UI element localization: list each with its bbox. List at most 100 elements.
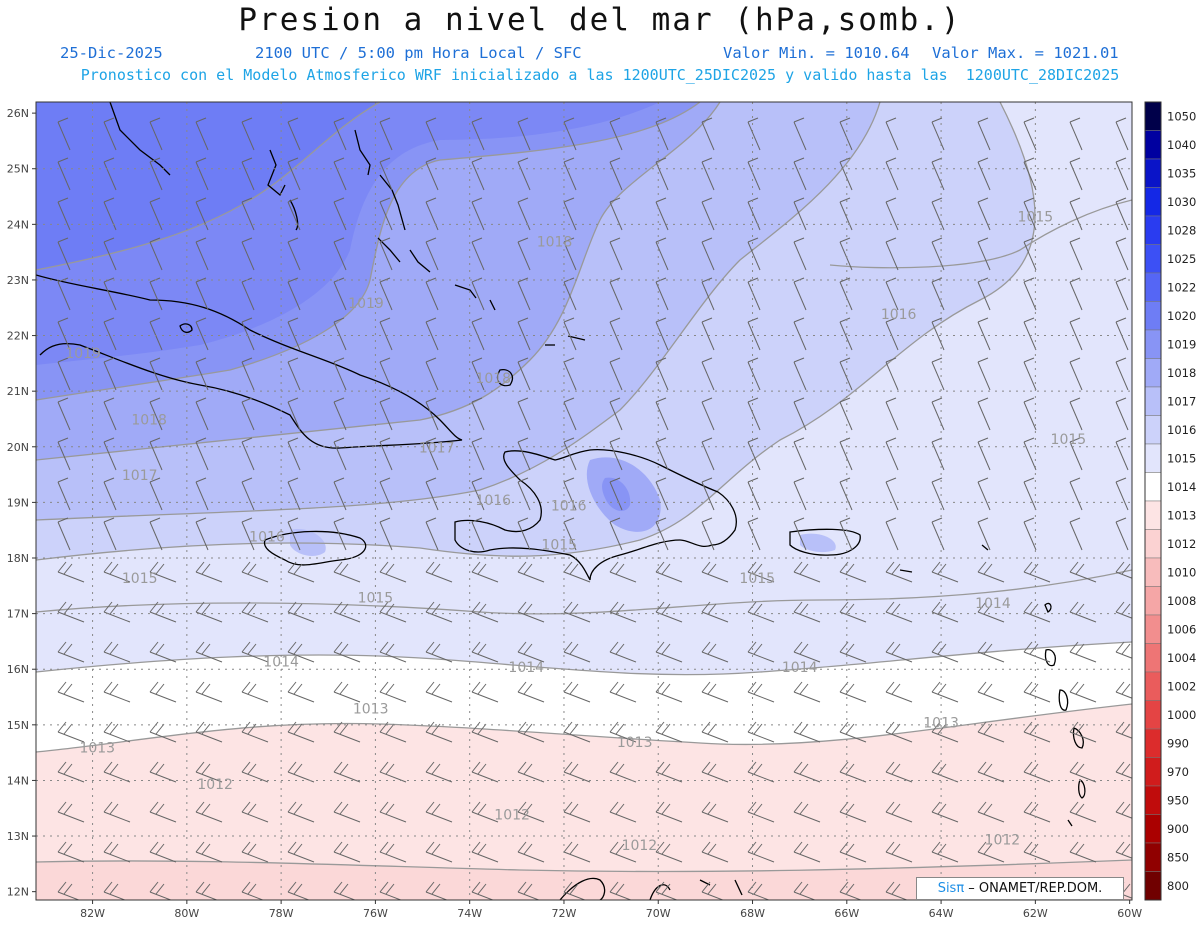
- wind-barb-symbol: [471, 157, 485, 191]
- wind-barb-symbol: [563, 881, 587, 900]
- wind-barb-symbol: [471, 561, 499, 583]
- wind-barb-symbol: [103, 601, 131, 623]
- legend-swatch: [1144, 101, 1162, 131]
- wind-barb-symbol: [885, 841, 913, 863]
- wind-barb-symbol: [103, 517, 117, 551]
- wind-barb-symbol: [609, 317, 623, 351]
- wind-barb-symbol: [379, 477, 393, 511]
- wind-barb-symbol: [287, 357, 301, 391]
- wind-barb-symbol: [885, 437, 899, 471]
- wind-barb-symbol: [1069, 761, 1097, 783]
- wind-barb-symbol: [425, 681, 453, 703]
- wind-barb-symbol: [287, 801, 315, 823]
- wind-barb-symbol: [241, 437, 255, 471]
- wind-barb-symbol: [425, 721, 453, 743]
- wind-barb-symbol: [609, 117, 623, 151]
- wind-barb-symbol: [517, 721, 545, 743]
- legend-frame: [1144, 101, 1162, 901]
- wind-barb-symbol: [747, 237, 761, 271]
- legend-swatch: [1144, 301, 1162, 331]
- wind-barb-symbol: [149, 357, 163, 391]
- contour-label: 1014: [975, 596, 1011, 612]
- wind-barb-symbol: [655, 681, 683, 703]
- wind-barb-symbol: [517, 197, 531, 231]
- wind-barb-symbol: [425, 881, 449, 900]
- wind-barb-symbol: [241, 397, 255, 431]
- legend-label: 900: [1167, 822, 1189, 836]
- contour-label: 1013: [353, 702, 389, 718]
- legend-swatch: [1144, 871, 1162, 901]
- wind-barb-symbol: [563, 721, 591, 743]
- wind-barb-symbol: [747, 641, 775, 663]
- wind-barb-symbol: [149, 881, 173, 900]
- wind-barb-symbol: [931, 477, 945, 511]
- wind-barb-symbol: [287, 881, 311, 900]
- wind-barb-symbol: [379, 641, 407, 663]
- wind-barb-symbol: [1023, 561, 1051, 583]
- wind-barb-symbol: [287, 841, 315, 863]
- wind-barb-symbol: [149, 437, 163, 471]
- wind-barb-symbol: [57, 721, 85, 743]
- wind-barb-symbol: [931, 397, 945, 431]
- wind-barb-symbol: [839, 277, 853, 311]
- wind-barb-symbol: [609, 517, 623, 551]
- wind-barb-symbol: [931, 801, 959, 823]
- wind-barb-symbol: [471, 641, 499, 663]
- wind-barb-symbol: [839, 157, 853, 191]
- wind-barb-symbol: [609, 841, 637, 863]
- max-value: Valor Max. = 1021.01: [932, 44, 1119, 62]
- wind-barb-symbol: [57, 477, 71, 511]
- wind-barb-symbol: [333, 117, 347, 151]
- wind-barb-symbol: [333, 561, 361, 583]
- wind-barb-symbol: [1023, 517, 1037, 551]
- wind-barb-symbol: [1069, 357, 1083, 391]
- contour-label: 1015: [541, 538, 577, 554]
- wind-barb-symbol: [885, 117, 899, 151]
- contour-label: 1012: [985, 832, 1021, 848]
- credit-box: Sisπ – ONAMET/REP.DOM.: [916, 877, 1124, 900]
- wind-barb-symbol: [977, 477, 991, 511]
- wind-barb-symbol: [471, 801, 499, 823]
- wind-barb-symbol: [425, 641, 453, 663]
- wind-barb-symbol: [195, 477, 209, 511]
- wind-barb-symbol: [241, 681, 269, 703]
- wind-barb-symbol: [1023, 357, 1037, 391]
- wind-barb-symbol: [1023, 437, 1037, 471]
- wind-barb-symbol: [609, 157, 623, 191]
- wind-barb-symbol: [1069, 317, 1083, 351]
- latitude-labels: 26N 25N 24N 23N 22N 21N 20N 19N 18N 17N 16N 15N 14N 1…: [7, 107, 36, 899]
- wind-barb-symbol: [563, 397, 577, 431]
- lon-label: 68W: [740, 907, 765, 920]
- wind-barb-symbol: [425, 761, 453, 783]
- lat-label: 17N: [7, 608, 29, 621]
- wind-barb-symbol: [701, 721, 729, 743]
- wind-barb-symbol: [977, 357, 991, 391]
- wind-barb-symbol: [57, 277, 71, 311]
- coastlines: [36, 102, 1086, 900]
- wind-barb-symbol: [103, 641, 131, 663]
- legend-label: 1012: [1167, 537, 1196, 551]
- legend-swatch: [1144, 130, 1162, 160]
- wind-barb-symbol: [839, 197, 853, 231]
- wind-barb-symbol: [103, 317, 117, 351]
- wind-barb-symbol: [839, 841, 867, 863]
- contour-label: 1016: [475, 493, 511, 509]
- wind-barb-symbol: [379, 601, 407, 623]
- wind-barb-symbol: [655, 357, 669, 391]
- wind-barb-symbol: [287, 477, 301, 511]
- wind-barb-symbol: [149, 601, 177, 623]
- contour-label: 1012: [494, 807, 530, 823]
- wind-barb-symbol: [977, 641, 1005, 663]
- lon-label: 78W: [269, 907, 294, 920]
- wind-barb-symbol: [793, 841, 821, 863]
- wind-barb-symbol: [241, 561, 269, 583]
- wind-barb-symbol: [517, 841, 545, 863]
- legend-label: 1017: [1167, 394, 1196, 408]
- wind-barb-symbol: [977, 517, 991, 551]
- contour-label: 1013: [617, 735, 653, 751]
- wind-barb-symbol: [885, 397, 899, 431]
- wind-barb-symbol: [287, 517, 301, 551]
- wind-barb-symbol: [241, 357, 255, 391]
- legend-label: 850: [1167, 850, 1189, 864]
- legend-swatch: [1144, 529, 1162, 559]
